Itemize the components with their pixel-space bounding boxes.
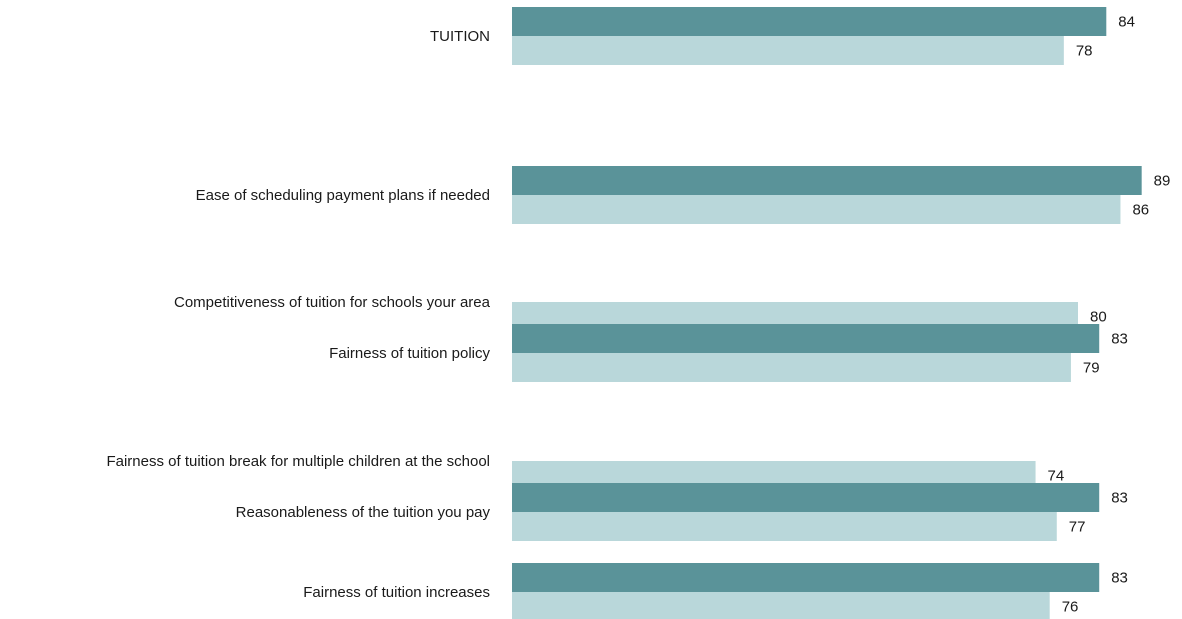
value-label: 83 bbox=[1111, 331, 1128, 348]
bar bbox=[512, 512, 1057, 541]
value-label: 89 bbox=[1154, 173, 1171, 190]
category-label: Fairness of tuition policy bbox=[329, 345, 490, 362]
value-label: 86 bbox=[1132, 202, 1149, 219]
category-label: Competitiveness of tuition for schools y… bbox=[174, 294, 491, 311]
value-label: 79 bbox=[1083, 360, 1100, 377]
value-label: 84 bbox=[1118, 14, 1135, 31]
category-label: Fairness of tuition increases bbox=[303, 584, 490, 601]
bar bbox=[512, 353, 1071, 382]
bar bbox=[512, 483, 1100, 512]
value-label: 76 bbox=[1062, 599, 1079, 616]
bar bbox=[512, 7, 1107, 36]
value-label: 78 bbox=[1076, 43, 1093, 60]
bar bbox=[512, 563, 1100, 592]
value-label: 74 bbox=[1048, 468, 1065, 485]
category-label: Reasonableness of the tuition you pay bbox=[236, 504, 491, 521]
category-label: Ease of scheduling payment plans if need… bbox=[196, 187, 490, 204]
bar bbox=[512, 195, 1121, 224]
bar bbox=[512, 592, 1050, 619]
bar bbox=[512, 166, 1142, 195]
category-label: TUITION bbox=[430, 28, 490, 45]
bar bbox=[512, 324, 1100, 353]
value-label: 80 bbox=[1090, 309, 1107, 326]
value-label: 83 bbox=[1111, 490, 1128, 507]
value-label: 77 bbox=[1069, 519, 1086, 536]
bar bbox=[512, 36, 1064, 65]
category-label: Fairness of tuition break for multiple c… bbox=[106, 453, 490, 470]
value-label: 83 bbox=[1111, 570, 1128, 587]
